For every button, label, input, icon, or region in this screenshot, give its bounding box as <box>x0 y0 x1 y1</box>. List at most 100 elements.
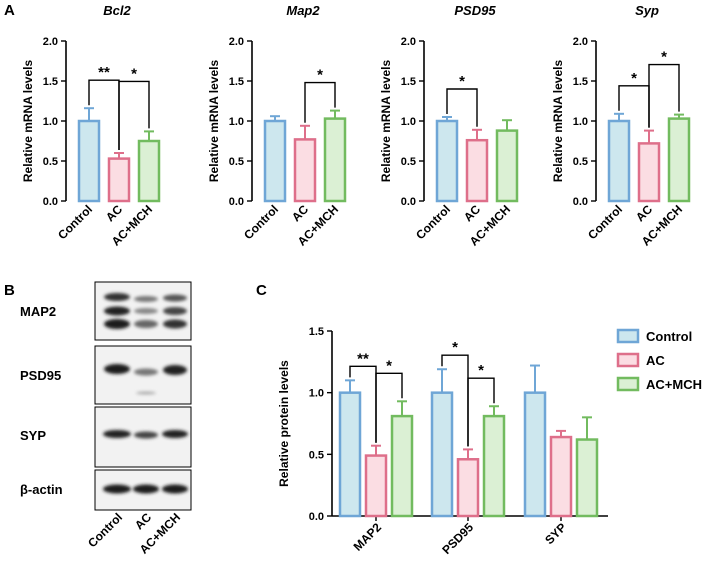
syp-y-label: Relative mRNA levels <box>551 60 565 183</box>
map2-x-label-control: Control <box>241 202 281 242</box>
psd95-y-label: Relative mRNA levels <box>379 60 393 183</box>
map2-y-tick-label-4: 2.0 <box>229 36 244 48</box>
psd95-y-tick-label-1: 0.5 <box>401 156 416 168</box>
western-blot: MAP2 PSD95 SYP β-actin Control AC AC+MCH <box>20 281 192 557</box>
protein-bar-psd95-ac <box>456 458 480 518</box>
blot-bands <box>103 293 188 494</box>
band-label-actin: β-actin <box>20 482 63 497</box>
bcl2-chart: 0.0 0.5 1.0 1.5 2.0 Bcl2 Relative mRNA levels C… <box>21 3 161 249</box>
psd95-y-tick-label-3: 1.5 <box>401 76 416 88</box>
bcl2-y-tick-label-4: 2.0 <box>43 36 58 48</box>
protein-y-tick-label-1: 0.5 <box>309 449 324 461</box>
bcl2-y-tick-label-0: 0.0 <box>43 196 58 208</box>
map2-title: Map2 <box>286 3 320 18</box>
protein-bar-syp-ac-mch <box>575 438 599 518</box>
psd95-bar-ac-mch <box>495 129 519 203</box>
protein-bar-syp-control <box>523 391 547 518</box>
map2-y-tick-label-1: 0.5 <box>229 156 244 168</box>
protein-y-label: Relative protein levels <box>277 360 291 487</box>
psd95-bar-ac <box>465 138 489 203</box>
protein-chart: 0.0 0.5 1.0 1.5 Relative protein levels MAP2 P… <box>277 326 608 557</box>
legend-label-control: Control <box>646 329 692 344</box>
map2-bar-ac <box>293 138 317 203</box>
protein-x-label-psd95: PSD95 <box>439 520 476 557</box>
psd95-x-label-ac: AC <box>461 202 483 224</box>
syp-bar-ac-mch <box>667 117 691 203</box>
legend-label-ac: AC <box>646 353 665 368</box>
protein-bar-psd95-control <box>430 391 454 518</box>
psd95-title: PSD95 <box>454 3 496 18</box>
syp-y-tick-label-0: 0.0 <box>573 196 588 208</box>
psd95-bar-control <box>435 119 459 203</box>
bcl2-bar-ac <box>107 157 131 203</box>
lane-label-control: Control <box>85 510 125 550</box>
syp-chart: 0.0 0.5 1.0 1.5 2.0 Syp Relative mRNA levels Co… <box>551 3 691 249</box>
syp-sig-1 <box>648 63 680 128</box>
protein-sig-1-label: * <box>386 357 392 374</box>
map2-bar-ac-mch <box>323 117 347 203</box>
bcl2-title: Bcl2 <box>103 3 131 18</box>
protein-sig-3 <box>467 377 495 447</box>
protein-bar-map2-ac <box>364 454 388 518</box>
map2-y-tick-label-3: 1.5 <box>229 76 244 88</box>
bcl2-sig-1-label: * <box>131 65 137 82</box>
map2-bar-control <box>263 119 287 203</box>
map2-y-tick-label-0: 0.0 <box>229 196 244 208</box>
protein-sig-2-label: * <box>452 339 458 356</box>
protein-sig-1 <box>375 372 403 443</box>
protein-y-tick-label-3: 1.5 <box>309 326 324 338</box>
bcl2-bar-control <box>77 119 101 203</box>
bcl2-y-tick-label-1: 0.5 <box>43 156 58 168</box>
bcl2-y-label: Relative mRNA levels <box>21 60 35 183</box>
panel-label-b: B <box>4 282 15 299</box>
syp-x-label-ac: AC <box>633 202 655 224</box>
legend-swatch-ac-mch <box>616 376 640 392</box>
panel-label-a: A <box>4 2 15 19</box>
protein-x-label-map2: MAP2 <box>351 520 385 554</box>
map2-chart: 0.0 0.5 1.0 1.5 2.0 Map2 Relative mRNA levels C… <box>207 3 347 249</box>
band-label-syp: SYP <box>20 428 46 443</box>
legend-label-ac-mch: AC+MCH <box>646 377 702 392</box>
syp-sig-0-label: * <box>631 70 637 87</box>
psd95-chart: 0.0 0.5 1.0 1.5 2.0 PSD95 Relative mRNA levels… <box>379 3 519 249</box>
syp-sig-1-label: * <box>661 49 667 66</box>
bcl2-y-tick-label-2: 1.0 <box>43 116 58 128</box>
legend-swatch-control <box>616 328 640 344</box>
psd95-sig-0 <box>446 88 478 127</box>
bcl2-x-label-ac: AC <box>103 202 125 224</box>
map2-x-label-ac: AC <box>289 202 311 224</box>
protein-x-label-syp: SYP <box>542 520 569 547</box>
bcl2-bar-ac-mch <box>137 139 161 203</box>
syp-y-tick-label-1: 0.5 <box>573 156 588 168</box>
protein-bar-syp-ac <box>549 435 573 518</box>
map2-sig-0-label: * <box>317 67 323 84</box>
syp-title: Syp <box>635 3 659 18</box>
protein-legend: Control AC AC+MCH <box>616 328 702 392</box>
bcl2-y-tick-label-3: 1.5 <box>43 76 58 88</box>
psd95-y-tick-label-4: 2.0 <box>401 36 416 48</box>
protein-bar-map2-ac-mch <box>390 414 414 518</box>
map2-y-tick-label-2: 1.0 <box>229 116 244 128</box>
map2-y-label: Relative mRNA levels <box>207 60 221 183</box>
protein-bar-psd95-ac-mch <box>482 414 506 518</box>
protein-sig-0-label: ** <box>357 350 369 367</box>
syp-x-label-control: Control <box>585 202 625 242</box>
lane-label-ac: AC <box>132 510 154 532</box>
psd95-sig-0-label: * <box>459 73 465 90</box>
psd95-y-tick-label-0: 0.0 <box>401 196 416 208</box>
panel-label-c: C <box>256 282 267 299</box>
psd95-x-label-control: Control <box>413 202 453 242</box>
psd95-y-tick-label-2: 1.0 <box>401 116 416 128</box>
syp-y-tick-label-4: 2.0 <box>573 36 588 48</box>
syp-bar-ac <box>637 142 661 203</box>
protein-y-tick-label-2: 1.0 <box>309 388 324 400</box>
bcl2-x-label-control: Control <box>55 202 95 242</box>
syp-y-tick-label-2: 1.0 <box>573 116 588 128</box>
syp-y-tick-label-3: 1.5 <box>573 76 588 88</box>
syp-bar-control <box>607 119 631 203</box>
protein-y-tick-label-0: 0.0 <box>309 511 324 523</box>
bcl2-sig-1 <box>118 80 150 150</box>
band-label-psd95: PSD95 <box>20 368 61 383</box>
bcl2-sig-0-label: ** <box>98 64 110 81</box>
